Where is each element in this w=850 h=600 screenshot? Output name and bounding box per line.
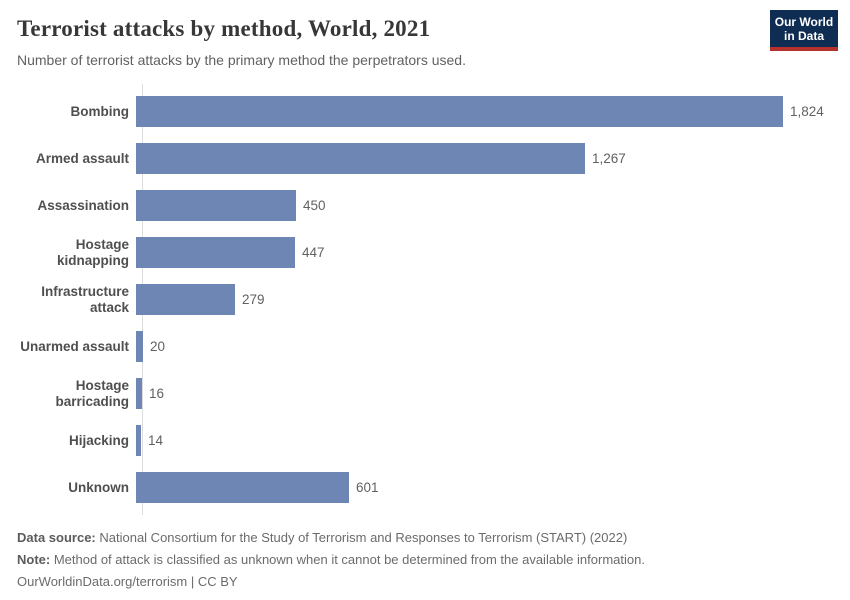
owid-logo: Our World in Data: [770, 10, 838, 51]
chart-footer: Data source: National Consortium for the…: [17, 527, 833, 593]
bar-row: Hostage kidnapping 447: [17, 229, 833, 276]
category-label: Assassination: [37, 197, 129, 213]
bar[interactable]: [136, 472, 349, 503]
bar-row: Armed assault 1,267: [17, 135, 833, 182]
value-label: 14: [148, 433, 164, 448]
bar-track: 279: [136, 276, 833, 323]
bar[interactable]: [136, 425, 141, 456]
bar-row: Unknown 601: [17, 464, 833, 511]
data-source-line: Data source: National Consortium for the…: [17, 527, 833, 549]
bar-track: 20: [136, 323, 833, 370]
category-label: Infrastructure attack: [41, 283, 129, 315]
bar-track: 1,267: [136, 135, 833, 182]
value-label: 20: [150, 339, 166, 354]
page-title: Terrorist attacks by method, World, 2021: [17, 16, 431, 41]
bar-row: Bombing 1,824: [17, 88, 833, 135]
value-label: 16: [149, 386, 165, 401]
note-label: Note:: [17, 552, 51, 567]
bar-chart: Bombing 1,824 Armed assault 1,267 Assassinat…: [17, 84, 833, 515]
bar-track: 450: [136, 182, 833, 229]
bar[interactable]: [136, 96, 783, 127]
data-source-text: National Consortium for the Study of Ter…: [99, 530, 628, 545]
bar-rows: Bombing 1,824 Armed assault 1,267 Assassinat…: [17, 84, 833, 515]
category-label: Hijacking: [68, 432, 129, 448]
bar[interactable]: [136, 190, 296, 221]
bar[interactable]: [136, 237, 295, 268]
value-label: 601: [356, 480, 379, 495]
category-label: Unarmed assault: [20, 338, 129, 354]
category-label: Hostage kidnapping: [57, 236, 129, 268]
bar-row: Infrastructure attack 279: [17, 276, 833, 323]
bar-row: Hijacking 14: [17, 417, 833, 464]
license-line: OurWorldinData.org/terrorism | CC BY: [17, 574, 238, 589]
bar-row: Assassination 450: [17, 182, 833, 229]
bar-track: 16: [136, 370, 833, 417]
bar[interactable]: [136, 331, 143, 362]
data-source-label: Data source:: [17, 530, 96, 545]
note-text: Method of attack is classified as unknow…: [53, 552, 645, 567]
bar-track: 447: [136, 229, 833, 276]
owid-logo-line1: Our World: [774, 15, 834, 29]
bar-track: 601: [136, 464, 833, 511]
bar-row: Unarmed assault 20: [17, 323, 833, 370]
value-label: 1,267: [592, 151, 626, 166]
value-label: 450: [303, 198, 326, 213]
category-label: Armed assault: [35, 150, 129, 166]
category-label: Bombing: [70, 103, 130, 119]
owid-logo-line2: in Data: [783, 29, 824, 43]
chart-header: Terrorist attacks by method, World, 2021…: [17, 10, 838, 68]
value-label: 447: [302, 245, 325, 260]
bar[interactable]: [136, 143, 585, 174]
category-label: Hostage barricading: [55, 377, 129, 409]
bar-row: Hostage barricading 16: [17, 370, 833, 417]
bar-track: 1,824: [136, 88, 833, 135]
bar-track: 14: [136, 417, 833, 464]
chart-subtitle: Number of terrorist attacks by the prima…: [17, 52, 466, 68]
value-label: 279: [242, 292, 265, 307]
category-label: Unknown: [68, 479, 129, 495]
bar[interactable]: [136, 284, 235, 315]
bar[interactable]: [136, 378, 142, 409]
value-label: 1,824: [790, 104, 824, 119]
note-line: Note: Method of attack is classified as …: [17, 549, 833, 571]
